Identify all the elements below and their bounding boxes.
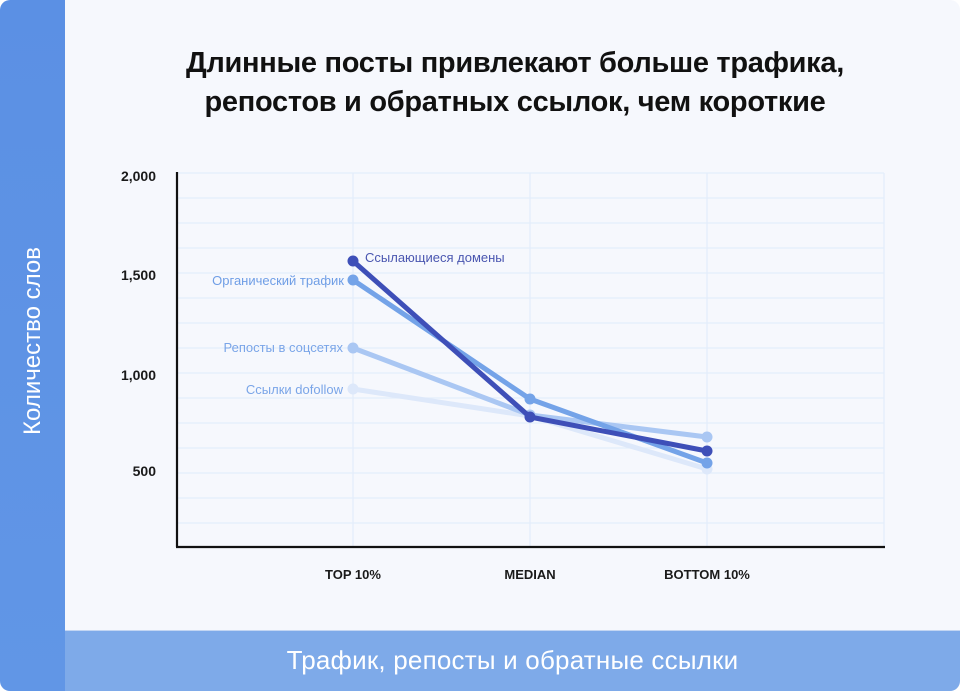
- y-axis-label: Количество слов: [19, 247, 46, 435]
- x-axis-bar: Трафик, репосты и обратные ссылки: [65, 630, 960, 691]
- title-line-1: Длинные посты привлекают больше трафика,: [186, 47, 844, 79]
- series-lines: [347, 255, 713, 475]
- data-point: [347, 383, 359, 395]
- chart-title: Длинные посты привлекают больше трафика,…: [90, 44, 940, 122]
- series-referring-domains: [347, 255, 713, 457]
- data-point: [701, 457, 713, 469]
- label-dofollow-links: Ссылки dofollow: [245, 382, 343, 397]
- x-tick-label: BOTTOM 10%: [664, 567, 750, 582]
- gridlines: [178, 172, 885, 546]
- data-point: [701, 445, 713, 457]
- data-point: [524, 411, 536, 423]
- data-point: [347, 342, 359, 354]
- title-line-2: репостов и обратных ссылок, чем короткие: [204, 86, 826, 118]
- y-tick-label: 1,500: [120, 267, 156, 283]
- x-tick-label: TOP 10%: [325, 567, 381, 582]
- data-point: [701, 431, 713, 443]
- label-organic-traffic: Органический трафик: [212, 273, 344, 288]
- y-tick-label: 500: [132, 463, 156, 479]
- y-tick-label: 2,000: [120, 168, 156, 184]
- data-point: [347, 274, 359, 286]
- x-axis-label: Трафик, репосты и обратные ссылки: [286, 645, 739, 675]
- data-point: [524, 393, 536, 405]
- label-referring-domains: Ссылающиеся домены: [365, 250, 505, 265]
- y-tick-label: 1,000: [120, 367, 156, 383]
- label-social-shares: Репосты в соцсетях: [223, 340, 344, 355]
- x-tick-label: MEDIAN: [504, 567, 556, 582]
- y-axis-sidebar: Количество слов: [0, 0, 65, 691]
- data-point: [347, 255, 359, 267]
